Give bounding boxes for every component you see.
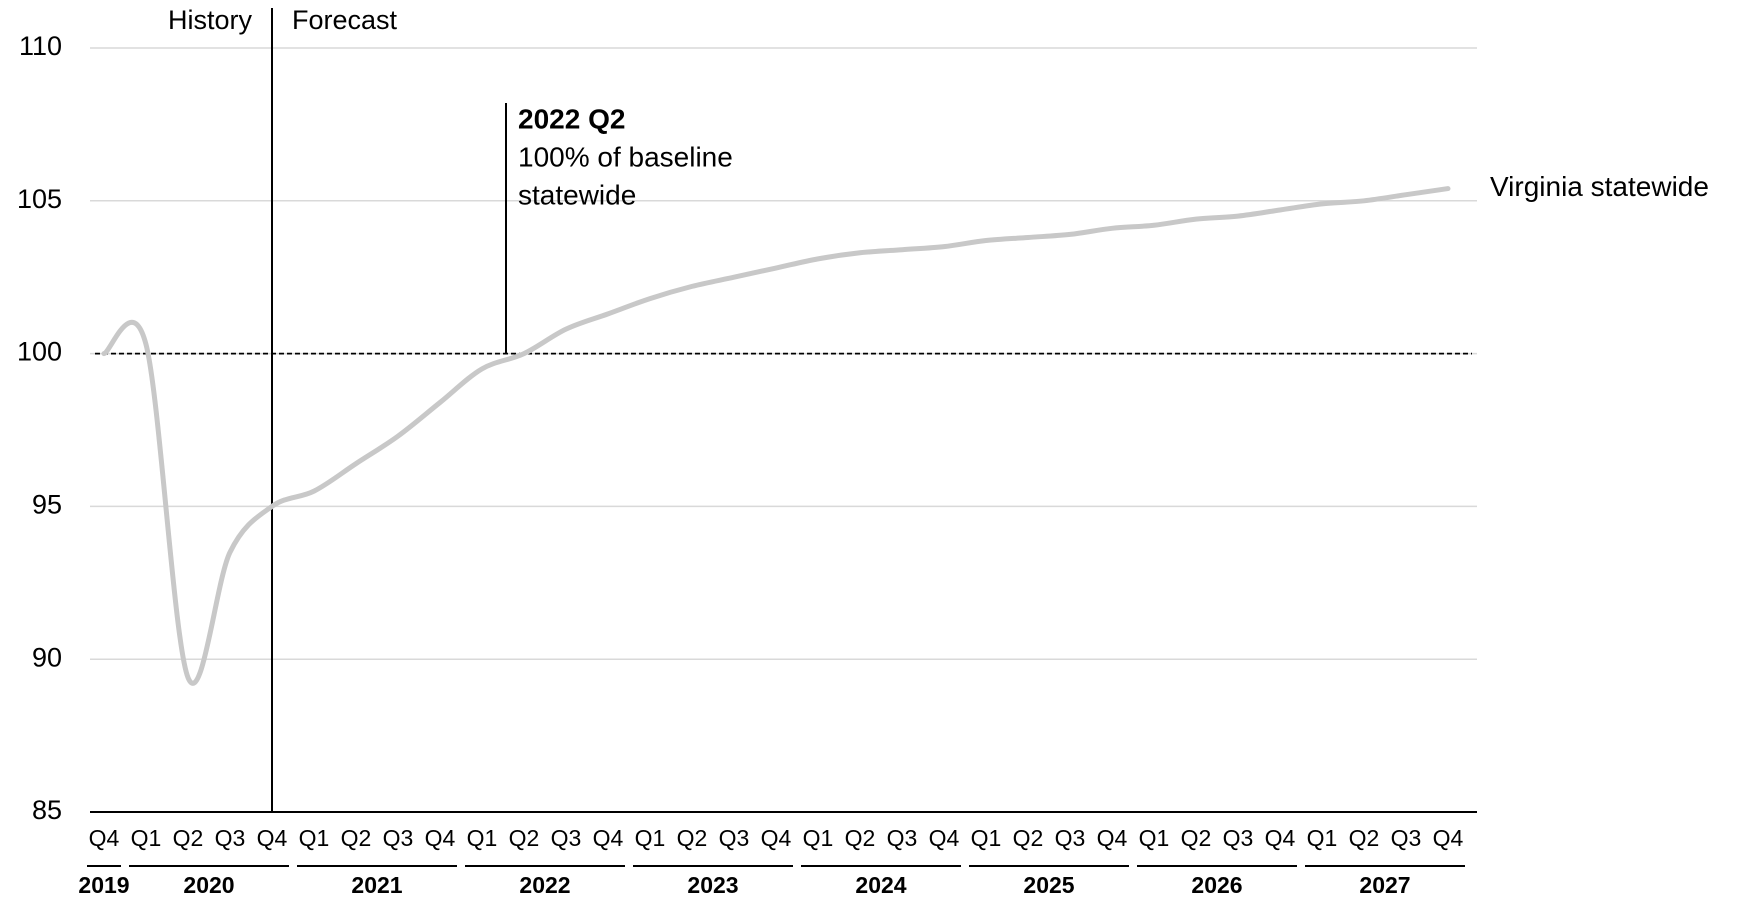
x-tick-label: Q1: [467, 825, 498, 851]
y-tick-label: 85: [32, 795, 62, 825]
x-tick-label: Q4: [1097, 825, 1128, 851]
x-tick-label: Q2: [341, 825, 372, 851]
x-tick-label: Q1: [803, 825, 834, 851]
x-tick-label: Q1: [971, 825, 1002, 851]
series-label: Virginia statewide: [1490, 171, 1709, 202]
x-tick-label: Q2: [1013, 825, 1044, 851]
year-label: 2023: [687, 872, 738, 897]
x-tick-label: Q4: [257, 825, 288, 851]
x-tick-label: Q4: [425, 825, 456, 851]
x-tick-label: Q3: [383, 825, 414, 851]
x-tick-label: Q1: [1139, 825, 1170, 851]
x-tick-label: Q1: [1307, 825, 1338, 851]
x-tick-label: Q3: [1391, 825, 1422, 851]
period-label: Forecast: [292, 5, 398, 35]
y-tick-label: 105: [17, 184, 62, 214]
x-tick-label: Q3: [551, 825, 582, 851]
x-tick-label: Q4: [1433, 825, 1464, 851]
x-tick-label: Q1: [299, 825, 330, 851]
x-tick-label: Q2: [1349, 825, 1380, 851]
year-label: 2022: [519, 872, 570, 897]
y-tick-label: 90: [32, 642, 62, 672]
year-label: 2027: [1359, 872, 1410, 897]
x-tick-label: Q2: [845, 825, 876, 851]
year-label: 2020: [183, 872, 234, 897]
x-tick-label: Q4: [761, 825, 792, 851]
x-tick-label: Q1: [635, 825, 666, 851]
x-tick-label: Q3: [719, 825, 750, 851]
x-tick-label: Q3: [215, 825, 246, 851]
x-tick-label: Q2: [677, 825, 708, 851]
annotation-text: 100% of baseline: [518, 141, 733, 172]
year-label: 2024: [855, 872, 906, 897]
x-tick-label: Q3: [1055, 825, 1086, 851]
x-tick-label: Q4: [89, 825, 120, 851]
x-tick-label: Q3: [1223, 825, 1254, 851]
x-tick-label: Q2: [1181, 825, 1212, 851]
year-label: 2026: [1191, 872, 1242, 897]
year-label: 2025: [1023, 872, 1074, 897]
y-tick-label: 110: [19, 31, 62, 61]
x-tick-label: Q4: [593, 825, 624, 851]
x-tick-label: Q4: [1265, 825, 1296, 851]
y-tick-label: 95: [32, 490, 62, 520]
x-tick-label: Q2: [173, 825, 204, 851]
x-tick-label: Q2: [509, 825, 540, 851]
x-tick-label: Q4: [929, 825, 960, 851]
y-tick-label: 100: [17, 337, 62, 367]
x-tick-label: Q3: [887, 825, 918, 851]
annotation-title: 2022 Q2: [518, 103, 625, 134]
x-tick-label: Q1: [131, 825, 162, 851]
year-label: 2021: [351, 872, 402, 897]
year-label: 2019: [78, 872, 129, 897]
period-label: History: [168, 5, 253, 35]
series-line: [101, 186, 1451, 686]
annotation-text: statewide: [518, 179, 636, 210]
